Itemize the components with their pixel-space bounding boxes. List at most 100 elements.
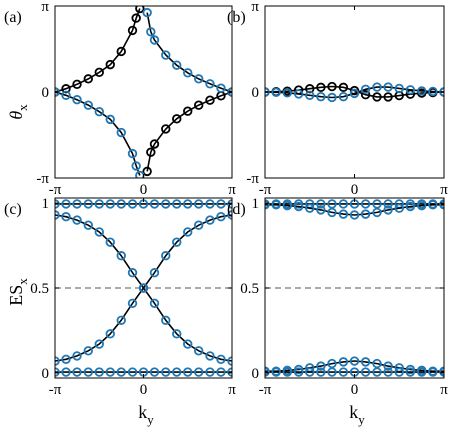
data-point: [172, 199, 182, 209]
data-point: [61, 367, 71, 377]
data-point: [116, 127, 126, 138]
x-tick-label: π: [228, 182, 236, 198]
data-point: [194, 220, 204, 230]
data-point: [72, 367, 82, 377]
data-point: [83, 346, 93, 356]
panel-2: -π 0 π00.51(c): [4, 196, 236, 398]
data-point: [149, 367, 160, 377]
plot-area: [55, 199, 232, 377]
data-point: [61, 211, 71, 222]
panel-3: -π 0 π00.51(d): [227, 196, 448, 398]
data-point: [183, 199, 193, 209]
data-point: [72, 351, 82, 361]
data-point: [327, 81, 337, 92]
data-point: [194, 199, 204, 209]
series-line-0: [55, 8, 232, 172]
y-tick-label: π: [41, 0, 49, 15]
y-tick-label: 1: [252, 196, 260, 212]
panel-label: (a): [4, 9, 22, 26]
data-point: [305, 203, 315, 213]
data-point: [360, 90, 371, 100]
data-point: [316, 367, 326, 377]
x-tick-label: -π: [49, 382, 62, 398]
panel-label: (b): [227, 9, 246, 26]
data-point: [127, 268, 138, 278]
data-point: [205, 199, 215, 209]
data-point: [149, 268, 160, 278]
data-point: [72, 199, 82, 209]
data-point: [116, 46, 126, 57]
x-tick-label: 0: [140, 182, 148, 198]
x-tick-label: 0: [351, 382, 359, 398]
data-point: [194, 100, 204, 110]
y-tick-label: 0: [252, 85, 260, 101]
data-point: [349, 88, 360, 99]
data-point: [372, 367, 382, 377]
data-point: [83, 220, 93, 230]
data-point: [293, 89, 304, 99]
xlabel-left: ky: [138, 402, 154, 427]
data-point: [394, 203, 404, 213]
data-point: [161, 124, 171, 134]
data-point: [405, 367, 416, 377]
x-tick-label: -π: [259, 382, 272, 398]
data-point: [205, 79, 215, 89]
data-point: [116, 199, 126, 209]
plot-area: [55, 6, 232, 178]
data-point: [417, 86, 427, 96]
data-point: [316, 361, 326, 371]
data-point: [127, 199, 138, 209]
data-point: [72, 94, 82, 105]
data-point: [116, 315, 126, 325]
data-point: [61, 199, 71, 209]
data-point: [172, 114, 182, 124]
data-point: [194, 367, 204, 377]
data-point: [142, 7, 152, 18]
data-point: [316, 82, 326, 93]
data-point: [116, 251, 126, 261]
data-point: [205, 351, 215, 361]
data-point: [293, 201, 304, 212]
data-point: [72, 215, 82, 225]
data-point: [405, 201, 416, 212]
data-point: [127, 367, 138, 377]
panel-1: -π 0 π -π 0 π (b): [227, 0, 448, 198]
plot-area: [265, 81, 444, 103]
data-point: [61, 84, 71, 94]
data-point: [149, 298, 160, 308]
data-point: [94, 67, 104, 77]
data-point: [271, 87, 281, 97]
data-point: [216, 367, 226, 377]
data-point: [149, 139, 160, 149]
data-point: [372, 82, 382, 92]
y-tick-label: -π: [36, 171, 49, 187]
data-point: [305, 90, 315, 100]
data-point: [131, 13, 141, 23]
data-point: [83, 74, 93, 84]
data-point: [394, 367, 404, 377]
data-point: [360, 199, 371, 209]
x-tick-label: π: [440, 182, 448, 198]
data-point: [205, 367, 215, 377]
data-point: [316, 91, 326, 102]
data-point: [417, 367, 427, 377]
data-point: [194, 346, 204, 356]
data-point: [183, 227, 193, 237]
data-point: [105, 367, 115, 377]
data-point: [146, 27, 156, 37]
data-point: [338, 82, 349, 93]
data-point: [127, 25, 138, 36]
data-point: [161, 315, 171, 325]
data-point: [205, 95, 215, 105]
y-tick-label: 0.5: [30, 281, 49, 297]
panel-0: -π 0 π -π 0 π (a): [4, 0, 236, 198]
data-point: [428, 367, 438, 377]
data-point: [216, 354, 226, 365]
data-point: [360, 357, 371, 367]
y-tick-label: π: [251, 0, 259, 15]
data-point: [282, 200, 292, 211]
data-point: [146, 147, 156, 157]
data-point: [105, 114, 115, 125]
data-point: [383, 82, 393, 92]
